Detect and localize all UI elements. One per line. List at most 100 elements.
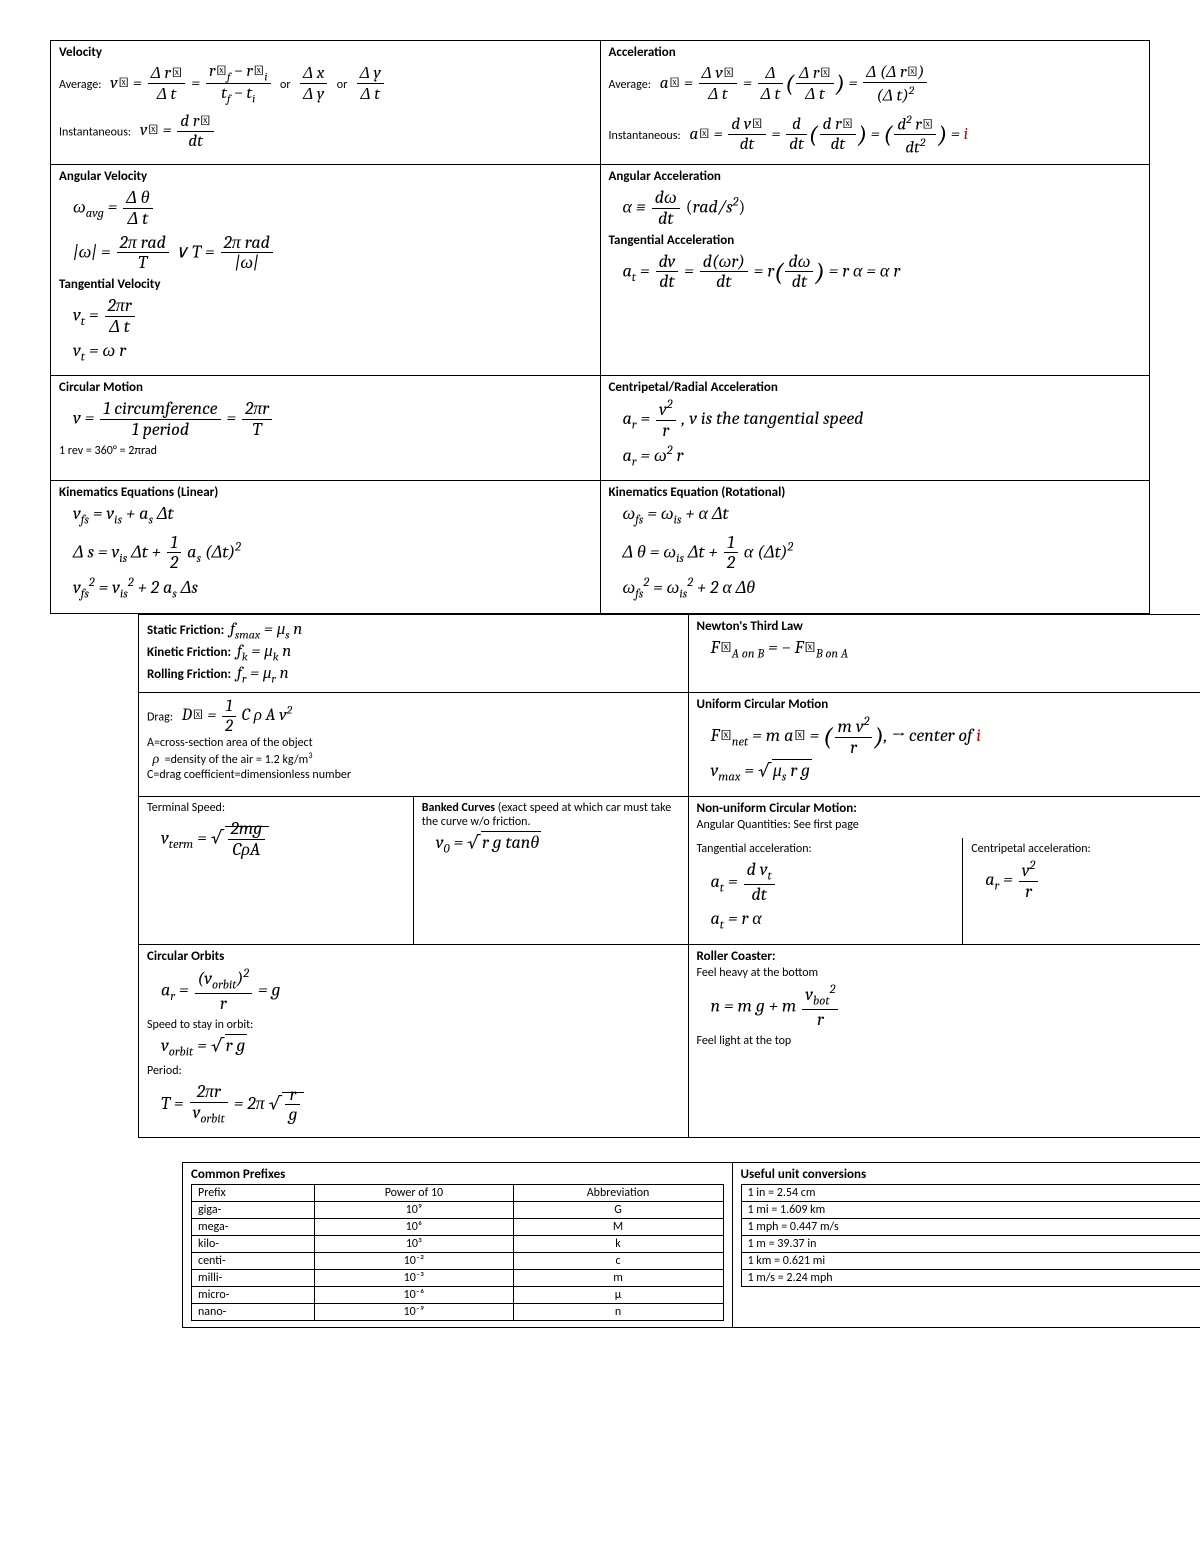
drag-note3: C=drag coefficient=dimensionless number [147, 768, 680, 782]
cell-orbits: Circular Orbits ar = (vorbit)2r = g Spee… [139, 944, 689, 1138]
prefixes-title: Common Prefixes [191, 1167, 724, 1182]
kinlin-f2: Δ s = vis Δt + 12 as (Δt)2 [73, 533, 592, 574]
cell-acceleration: Acceleration Average: a⃗ = Δ v⃗Δ t = ΔΔ … [600, 41, 1150, 165]
dynamics-table: Static Friction: fsmax = μs n Kinetic Fr… [138, 614, 1200, 1139]
cell-coaster: Roller Coaster: Feel heavy at the bottom… [688, 944, 1200, 1138]
nonuni-tan-f2: at = r α [711, 909, 955, 933]
coaster-title: Roller Coaster: [697, 949, 1200, 964]
table-row: 1 m/s = 2.24 mph [741, 1270, 1200, 1287]
orbits-note1: Speed to stay in orbit: [147, 1018, 680, 1032]
cell-banked: Banked Curves (exact speed at which car … [413, 796, 688, 944]
kinlin-f1: vfs = vis + as Δt [73, 504, 592, 528]
col-power: Power of 10 [315, 1185, 513, 1202]
nonuni-note: Angular Quantities: See first page [697, 818, 1200, 832]
cent-title: Centripetal/Radial Acceleration [609, 380, 1142, 395]
cell-centripetal: Centripetal/Radial Acceleration ar = v2r… [600, 376, 1150, 481]
kinrot-f2: Δ θ = ωis Δt + 12 α (Δt)2 [623, 533, 1142, 574]
cell-newton3: Newton's Third Law F⃗A on B = − F⃗B on A [688, 614, 1200, 692]
newton3-f1: F⃗A on B = − F⃗B on A [711, 638, 1200, 662]
kinrot-f3: ωfs2 = ωis2 + 2 α Δθ [623, 577, 1142, 602]
angacc-title: Angular Acceleration [609, 169, 1142, 184]
acceleration-avg: Average: a⃗ = Δ v⃗Δ t = ΔΔ t(Δ r⃗Δ t) = … [609, 62, 1142, 106]
angacc-f1: α ≡ dωdt (rad/s2) [623, 188, 1142, 229]
cell-kin-rot: Kinematics Equation (Rotational) ωfs = ω… [600, 481, 1150, 613]
velocity-title: Velocity [59, 45, 592, 60]
nonuni-tan-label: Tangential acceleration: [697, 842, 955, 856]
table-row: micro-10⁻⁶μ [192, 1287, 724, 1304]
cell-prefixes: Common Prefixes Prefix Power of 10 Abbre… [183, 1163, 733, 1328]
cell-friction: Static Friction: fsmax = μs n Kinetic Fr… [139, 614, 689, 692]
table-row: 1 m = 39.37 in [741, 1236, 1200, 1253]
table-row: 1 mph = 0.447 m/s [741, 1219, 1200, 1236]
table-row: kilo-10³k [192, 1236, 724, 1253]
coaster-note2: Feel light at the top [697, 1034, 1200, 1048]
table-row: milli-10⁻³m [192, 1270, 724, 1287]
conversions-inner: 1 in = 2.54 cm1 mi = 1.609 km1 mph = 0.4… [741, 1184, 1200, 1287]
angvel-f1: ωavg = Δ θΔ t [73, 188, 592, 229]
kinlin-f3: vfs2 = vis2 + 2 as Δs [73, 577, 592, 602]
tanacc-title: Tangential Acceleration [609, 233, 1142, 248]
cell-angular-velocity: Angular Velocity ωavg = Δ θΔ t |ω| = 2π … [51, 164, 601, 375]
col-abbrev: Abbreviation [513, 1185, 723, 1202]
kinematics-table: Velocity Average: v⃗ = Δ r⃗Δ t = r⃗f − r… [50, 40, 1150, 614]
coaster-note1: Feel heavy at the bottom [697, 966, 1200, 980]
reference-tables: Common Prefixes Prefix Power of 10 Abbre… [182, 1162, 1200, 1328]
cell-kin-linear: Kinematics Equations (Linear) vfs = vis … [51, 481, 601, 613]
acceleration-inst: Instantaneous: a⃗ = d v⃗dt = ddt(d r⃗dt)… [609, 112, 1142, 158]
newton3-title: Newton's Third Law [697, 619, 1200, 634]
angvel-title: Angular Velocity [59, 169, 592, 184]
conversions-title: Useful unit conversions [741, 1167, 1200, 1182]
nonuni-tan-f1: at = d vtdt [711, 860, 955, 905]
prefixes-inner: Prefix Power of 10 Abbreviation giga-10⁹… [191, 1184, 724, 1321]
table-row: giga-10⁹G [192, 1202, 724, 1219]
ucm-f2: vmax = μs r g [711, 761, 1200, 785]
table-row: centi-10⁻²c [192, 1253, 724, 1270]
acceleration-title: Acceleration [609, 45, 1142, 60]
drag-note2: ρ =density of the air = 1.2 kg/m3 [147, 750, 680, 768]
tanvel-f1: vt = 2πrΔ t [73, 296, 592, 337]
col-prefix: Prefix [192, 1185, 315, 1202]
cell-drag: Drag: D⃗ = 12 C ρ A v2 A=cross-section a… [139, 692, 689, 796]
table-row: nano-10⁻⁹n [192, 1304, 724, 1321]
drag-note1: A=cross-section area of the object [147, 736, 680, 750]
orbits-f3: T = 2πrvorbit = 2π rg [161, 1082, 680, 1127]
table-row: mega-10⁶M [192, 1219, 724, 1236]
banked-f1: v0 = r g tanθ [436, 833, 680, 857]
ucm-title: Uniform Circular Motion [697, 697, 1200, 712]
velocity-inst: Instantaneous: v⃗ = d r⃗dt [59, 112, 592, 151]
orbits-f2: vorbit = r g [161, 1036, 680, 1060]
cell-nonuniform: Non-uniform Circular Motion: Angular Qua… [688, 796, 1200, 944]
banked-title: Banked Curves (exact speed at which car … [422, 801, 680, 829]
terminal-f1: vterm = 2mgCρA [161, 819, 405, 860]
tanacc-f1: at = dvdt = d(ωr)dt = r(dωdt) = r α = α … [623, 252, 1142, 293]
cell-terminal: Terminal Speed: vterm = 2mgCρA [139, 796, 414, 944]
circ-title: Circular Motion [59, 380, 592, 395]
orbits-note2: Period: [147, 1064, 680, 1078]
cell-velocity: Velocity Average: v⃗ = Δ r⃗Δ t = r⃗f − r… [51, 41, 601, 165]
orbits-f1: ar = (vorbit)2r = g [161, 968, 680, 1014]
table-header-row: Prefix Power of 10 Abbreviation [192, 1185, 724, 1202]
cell-ucm: Uniform Circular Motion F⃗net = m a⃗ = (… [688, 692, 1200, 796]
cell-circular-motion: Circular Motion v = 1 circumference1 per… [51, 376, 601, 481]
nonuni-title: Non-uniform Circular Motion: [697, 801, 1200, 816]
tanvel-f2: vt = ω r [73, 341, 592, 365]
cell-conversions: Useful unit conversions 1 in = 2.54 cm1 … [732, 1163, 1200, 1328]
cent-f1: ar = v2r , v is the tangential speed [623, 399, 1142, 441]
velocity-avg: Average: v⃗ = Δ r⃗Δ t = r⃗f − r⃗itf − ti… [59, 62, 592, 106]
circ-f1: v = 1 circumference1 period = 2πrT [73, 399, 592, 440]
circ-note: 1 rev = 360° = 2πrad [59, 444, 592, 458]
nonuni-cent-label: Centripetal acceleration: [971, 842, 1200, 856]
orbits-title: Circular Orbits [147, 949, 680, 964]
ucm-f1: F⃗net = m a⃗ = (m v2r), → center of i̇ [711, 716, 1200, 758]
cent-f2: ar = ω2 r [623, 445, 1142, 470]
table-row: 1 in = 2.54 cm [741, 1185, 1200, 1202]
table-row: 1 mi = 1.609 km [741, 1202, 1200, 1219]
angvel-f2: |ω| = 2π radT ∨ T = 2π rad|ω| [73, 233, 592, 274]
table-row: 1 km = 0.621 mi [741, 1253, 1200, 1270]
nonuni-cent-f: ar = v2r [985, 860, 1200, 902]
cell-angular-acceleration: Angular Acceleration α ≡ dωdt (rad/s2) T… [600, 164, 1150, 375]
tanvel-title: Tangential Velocity [59, 277, 592, 292]
kinrot-f1: ωfs = ωis + α Δt [623, 504, 1142, 528]
terminal-title: Terminal Speed: [147, 801, 405, 815]
coaster-f1: n = m g + m vbot2r [711, 984, 1200, 1030]
